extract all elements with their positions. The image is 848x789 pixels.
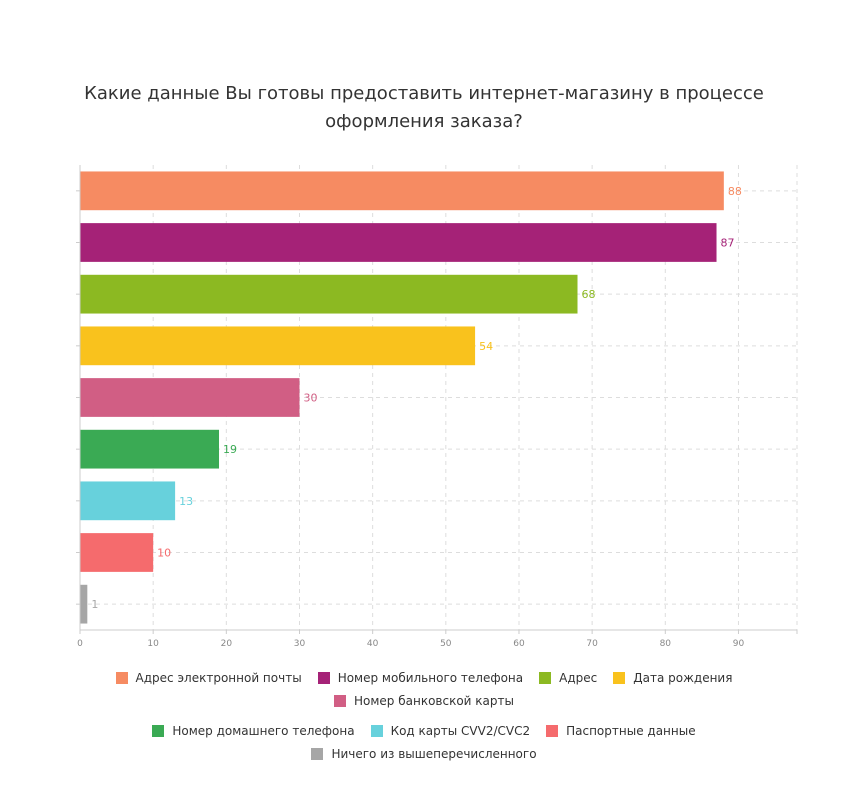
bar <box>80 378 300 417</box>
bar <box>80 171 724 211</box>
legend-item[interactable]: Паспортные данные <box>546 723 696 739</box>
bars <box>80 171 724 624</box>
legend-item[interactable]: Код карты CVV2/CVC2 <box>370 723 531 739</box>
legend-swatch <box>370 725 383 737</box>
bar <box>80 326 476 366</box>
x-tick-label: 60 <box>513 639 525 649</box>
bar <box>80 429 220 469</box>
x-tick-label: 10 <box>147 639 159 649</box>
bar <box>80 274 578 314</box>
legend-swatch <box>311 748 324 760</box>
legend: Адрес электронной почты Номер мобильного … <box>30 670 818 762</box>
x-tick-label: 40 <box>367 639 379 649</box>
legend-item[interactable]: Номер банковской карты <box>334 693 514 709</box>
legend-item[interactable]: Адрес <box>539 670 597 686</box>
x-tick-label: 70 <box>586 639 598 649</box>
data-labels: 88 87 68 54 30 19 13 10 1 <box>91 185 742 611</box>
legend-item[interactable]: Ничего из вышеперечисленного <box>311 746 537 762</box>
data-label: 88 <box>728 185 742 198</box>
x-tick-label: 20 <box>221 639 233 649</box>
data-label: 30 <box>303 392 317 405</box>
x-tick-label: 80 <box>660 639 672 649</box>
chart-title: Какие данные Вы готовы предоставить инте… <box>84 83 764 132</box>
legend-swatch <box>334 695 346 707</box>
legend-item[interactable]: Номер мобильного телефона <box>317 670 524 686</box>
bar <box>80 223 717 262</box>
bar <box>80 533 154 572</box>
legend-label: Дата рождения <box>633 671 733 685</box>
x-tick-label: 30 <box>294 639 306 649</box>
data-label: 1 <box>91 598 98 611</box>
x-axis: 0 10 20 30 40 50 60 70 80 90 <box>76 165 798 649</box>
legend-label: Номер банковской карты <box>354 694 514 708</box>
legend-label: Адрес электронной почты <box>135 671 302 685</box>
legend-swatch <box>317 672 330 684</box>
legend-swatch <box>539 672 552 684</box>
data-label: 68 <box>582 288 596 301</box>
legend-swatch <box>613 672 626 684</box>
legend-label: Код карты CVV2/CVC2 <box>390 724 531 738</box>
data-label: 10 <box>157 547 171 560</box>
bar <box>80 481 176 521</box>
legend-item[interactable]: Адрес электронной почты <box>115 670 302 686</box>
legend-label: Номер домашнего телефона <box>172 724 355 738</box>
data-label: 54 <box>479 340 493 353</box>
bar <box>80 584 88 624</box>
data-label: 13 <box>179 495 193 508</box>
legend-swatch <box>152 725 165 737</box>
legend-item[interactable]: Дата рождения <box>613 670 732 686</box>
legend-label: Ничего из вышеперечисленного <box>331 747 537 761</box>
legend-label: Номер мобильного телефона <box>337 671 524 685</box>
data-label: 87 <box>721 237 735 250</box>
x-tick-label: 0 <box>77 639 83 649</box>
legend-item[interactable]: Номер домашнего телефона <box>152 723 355 739</box>
legend-swatch <box>546 725 559 737</box>
legend-label: Паспортные данные <box>566 724 696 738</box>
legend-label: Адрес <box>559 671 598 685</box>
legend-swatch <box>115 672 128 684</box>
x-tick-label: 90 <box>733 639 745 649</box>
data-label: 19 <box>223 443 237 456</box>
x-tick-label: 50 <box>440 639 452 649</box>
